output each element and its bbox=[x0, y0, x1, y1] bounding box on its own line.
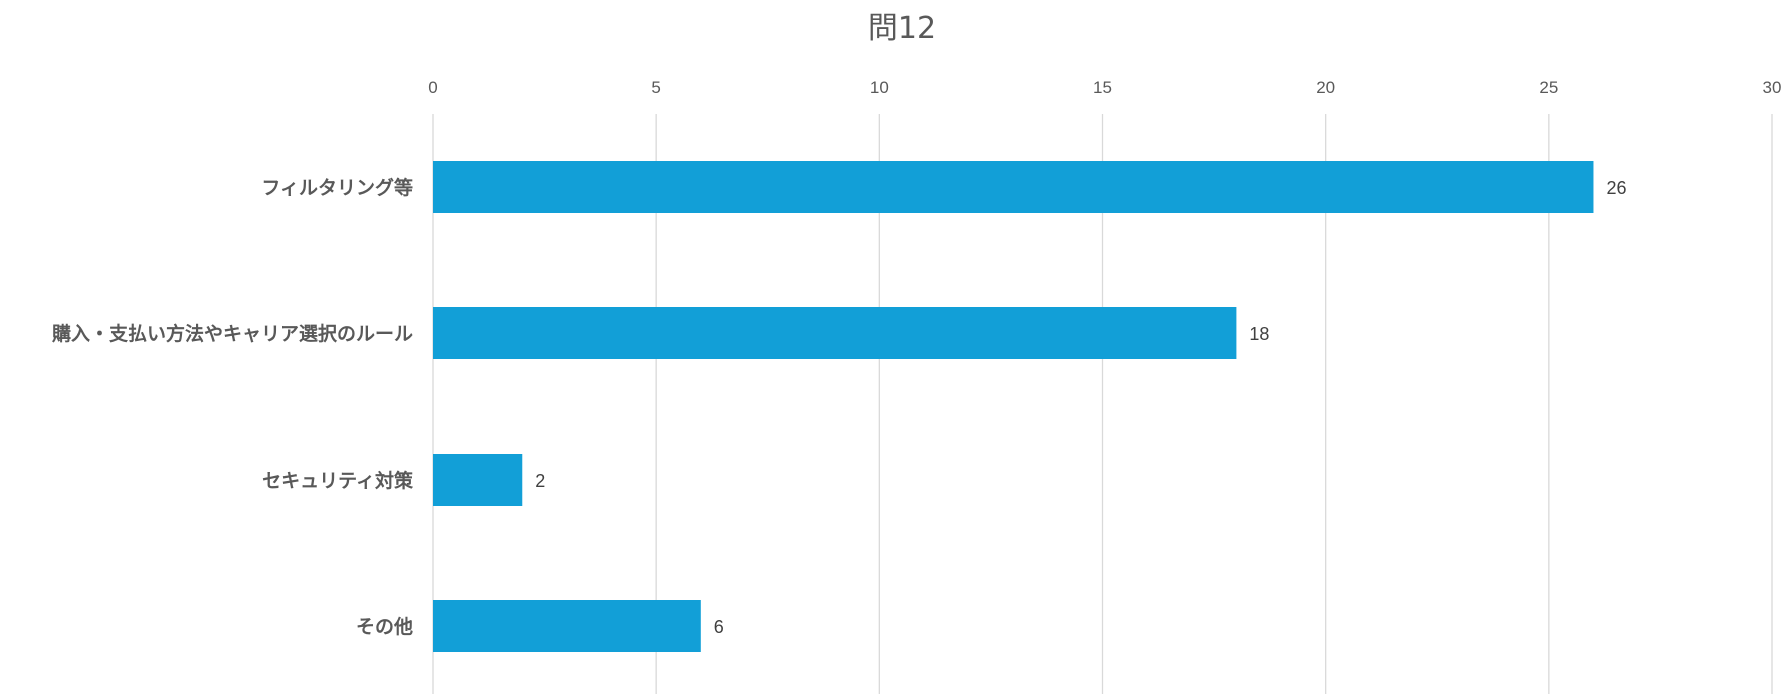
x-tick-label: 5 bbox=[651, 78, 660, 97]
x-tick-label: 0 bbox=[428, 78, 437, 97]
category-label: セキュリティ対策 bbox=[262, 469, 414, 492]
category-label: 購入・支払い方法やキャリア選択のルール bbox=[52, 322, 413, 345]
bar bbox=[433, 161, 1594, 213]
category-label: その他 bbox=[356, 615, 413, 638]
data-label: 6 bbox=[714, 617, 724, 637]
x-axis-tick-labels: 0 5 10 15 20 25 30 bbox=[428, 78, 1781, 97]
x-tick-label: 15 bbox=[1093, 78, 1112, 97]
x-tick-label: 30 bbox=[1763, 78, 1782, 97]
chart-title: 問12 bbox=[868, 11, 936, 46]
data-label: 2 bbox=[535, 471, 545, 491]
bar bbox=[433, 307, 1237, 359]
bar bbox=[433, 600, 701, 652]
x-tick-label: 25 bbox=[1539, 78, 1558, 97]
bar bbox=[433, 454, 523, 506]
data-label: 18 bbox=[1249, 324, 1269, 344]
data-label: 26 bbox=[1606, 178, 1626, 198]
x-tick-label: 20 bbox=[1316, 78, 1335, 97]
category-label: フィルタリング等 bbox=[261, 176, 413, 199]
x-tick-label: 10 bbox=[870, 78, 889, 97]
bars bbox=[433, 161, 1594, 652]
